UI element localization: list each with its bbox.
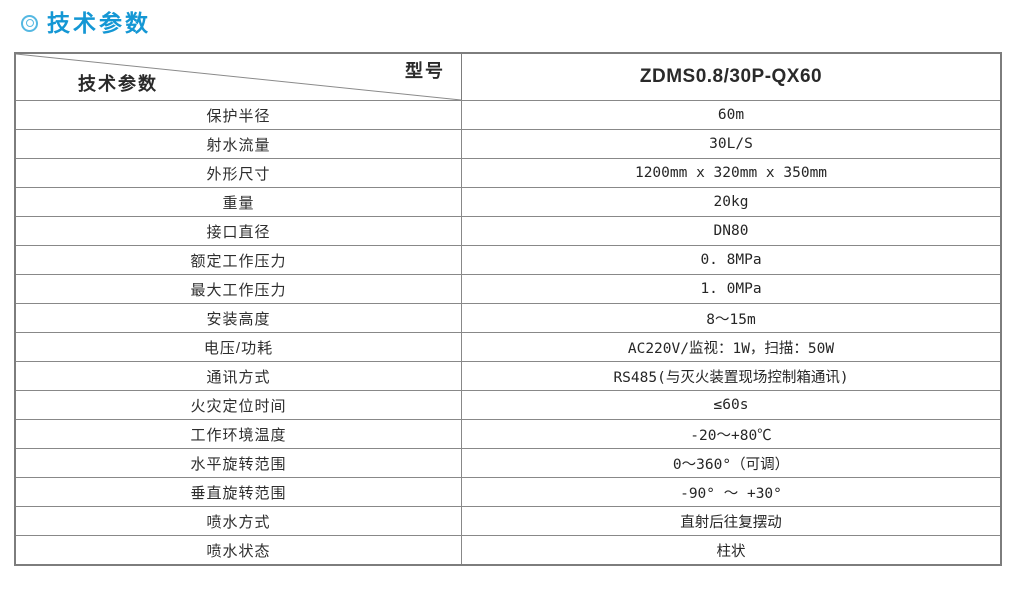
spec-value: 0. 8MPa xyxy=(700,252,762,268)
spec-table: 型号 技术参数 ZDMS0.8/30P-QX60 保护半径 60m 射水流量 3… xyxy=(14,52,1002,566)
table-row: 垂直旋转范围 -90° ～ +30° xyxy=(16,477,1000,506)
spec-value: 0～360°（可调） xyxy=(672,456,790,473)
spec-label: 水平旋转范围 xyxy=(16,449,462,477)
table-row: 工作环境温度 -20～+80℃ xyxy=(16,419,1000,448)
table-row: 安装高度 8～15m xyxy=(16,303,1000,332)
spec-value: 30L/S xyxy=(709,136,753,152)
table-body: 保护半径 60m 射水流量 30L/S 外形尺寸 1200mm x 320mm … xyxy=(16,100,1000,564)
spec-value: 直射后往复摆动 xyxy=(680,514,782,531)
spec-label: 垂直旋转范围 xyxy=(16,478,462,506)
spec-value: 1. 0MPa xyxy=(700,281,762,297)
spec-value: 60m xyxy=(717,107,745,123)
corner-parameter-label: 技术参数 xyxy=(78,74,158,94)
spec-label: 安装高度 xyxy=(16,304,462,332)
spec-value: 1200mm x 320mm x 350mm xyxy=(634,165,828,181)
table-corner-cell: 型号 技术参数 xyxy=(16,54,462,100)
diagonal-divider-line xyxy=(16,54,461,100)
spec-value: ≤60s xyxy=(713,397,749,413)
spec-value: RS485(与灭火装置现场控制箱通讯) xyxy=(613,369,849,386)
spec-label: 喷水方式 xyxy=(16,507,462,535)
section-title: 技术参数 xyxy=(21,8,151,38)
table-row: 水平旋转范围 0～360°（可调） xyxy=(16,448,1000,477)
spec-value: 8～15m xyxy=(706,311,756,328)
spec-label: 额定工作压力 xyxy=(16,246,462,274)
spec-label: 外形尺寸 xyxy=(16,159,462,187)
spec-value: -90° ～ +30° xyxy=(680,485,782,502)
table-row: 接口直径 DN80 xyxy=(16,216,1000,245)
table-row: 射水流量 30L/S xyxy=(16,129,1000,158)
spec-value: DN80 xyxy=(713,223,749,239)
spec-label: 火灾定位时间 xyxy=(16,391,462,419)
model-header-cell: ZDMS0.8/30P-QX60 xyxy=(639,66,823,87)
table-row: 重量 20kg xyxy=(16,187,1000,216)
spec-label: 电压/功耗 xyxy=(16,333,462,361)
table-row: 喷水状态 柱状 xyxy=(16,535,1000,564)
spec-label: 接口直径 xyxy=(16,217,462,245)
table-row: 通讯方式 RS485(与灭火装置现场控制箱通讯) xyxy=(16,361,1000,390)
table-row: 电压/功耗 AC220V/监视：1W，扫描：50W xyxy=(16,332,1000,361)
spec-label: 工作环境温度 xyxy=(16,420,462,448)
table-row: 喷水方式 直射后往复摆动 xyxy=(16,506,1000,535)
spec-value: 20kg xyxy=(713,194,749,210)
corner-model-label: 型号 xyxy=(405,61,445,81)
spec-label: 保护半径 xyxy=(16,101,462,129)
table-row: 额定工作压力 0. 8MPa xyxy=(16,245,1000,274)
page-title: 技术参数 xyxy=(47,9,151,36)
table-header-row: 型号 技术参数 ZDMS0.8/30P-QX60 xyxy=(16,54,1000,100)
spec-value: 柱状 xyxy=(716,543,746,560)
table-row: 最大工作压力 1. 0MPa xyxy=(16,274,1000,303)
spec-label: 喷水状态 xyxy=(16,536,462,564)
table-row: 外形尺寸 1200mm x 320mm x 350mm xyxy=(16,158,1000,187)
bullseye-icon-inner xyxy=(25,19,34,27)
spec-label: 重量 xyxy=(16,188,462,216)
table-row: 火灾定位时间 ≤60s xyxy=(16,390,1000,419)
spec-value: -20～+80℃ xyxy=(690,427,772,444)
bullseye-icon xyxy=(21,14,38,32)
spec-value: AC220V/监视：1W，扫描：50W xyxy=(627,340,835,357)
spec-label: 通讯方式 xyxy=(16,362,462,390)
spec-label: 最大工作压力 xyxy=(16,275,462,303)
table-row: 保护半径 60m xyxy=(16,100,1000,129)
spec-label: 射水流量 xyxy=(16,130,462,158)
